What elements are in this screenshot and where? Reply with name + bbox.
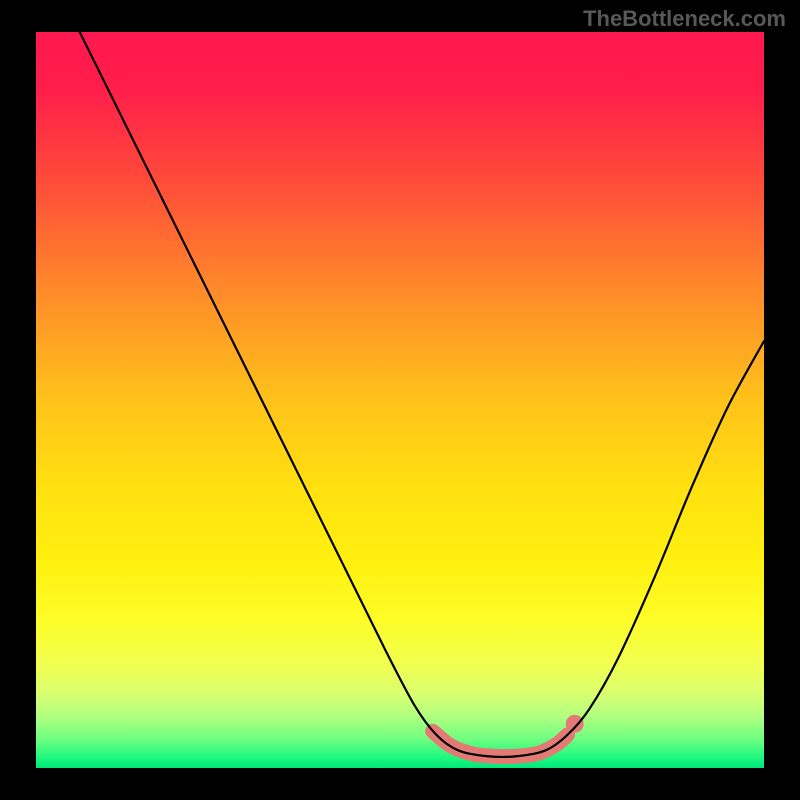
- plot-area: [36, 32, 764, 768]
- watermark-text: TheBottleneck.com: [583, 6, 786, 32]
- highlight-segment: [433, 731, 568, 756]
- bottleneck-curve: [80, 32, 764, 757]
- curve-layer: [36, 32, 764, 768]
- highlight-end-dot: [566, 715, 584, 733]
- chart-frame: TheBottleneck.com: [0, 0, 800, 800]
